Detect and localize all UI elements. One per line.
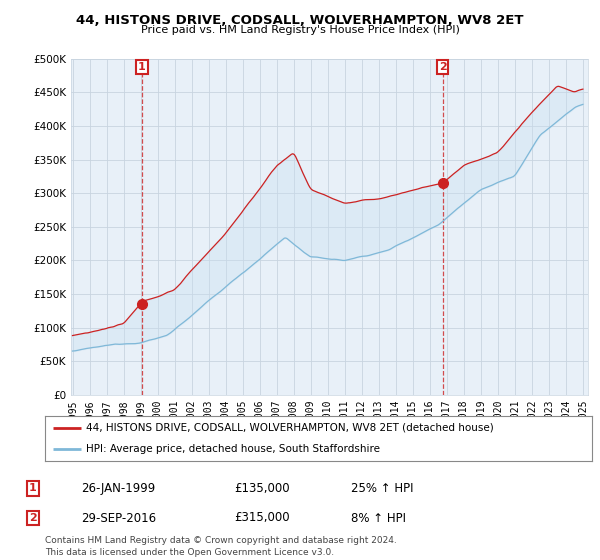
Text: Price paid vs. HM Land Registry's House Price Index (HPI): Price paid vs. HM Land Registry's House … xyxy=(140,25,460,35)
Text: HPI: Average price, detached house, South Staffordshire: HPI: Average price, detached house, Sout… xyxy=(86,444,380,454)
Text: 1: 1 xyxy=(29,483,37,493)
Text: £135,000: £135,000 xyxy=(234,482,290,495)
Text: 44, HISTONS DRIVE, CODSALL, WOLVERHAMPTON, WV8 2ET (detached house): 44, HISTONS DRIVE, CODSALL, WOLVERHAMPTO… xyxy=(86,423,494,433)
Text: 1: 1 xyxy=(138,62,146,72)
Text: 25% ↑ HPI: 25% ↑ HPI xyxy=(351,482,413,495)
Text: 2: 2 xyxy=(29,513,37,523)
Text: Contains HM Land Registry data © Crown copyright and database right 2024.
This d: Contains HM Land Registry data © Crown c… xyxy=(45,536,397,557)
Text: 2: 2 xyxy=(439,62,446,72)
Text: 8% ↑ HPI: 8% ↑ HPI xyxy=(351,511,406,525)
Text: 44, HISTONS DRIVE, CODSALL, WOLVERHAMPTON, WV8 2ET: 44, HISTONS DRIVE, CODSALL, WOLVERHAMPTO… xyxy=(76,14,524,27)
Text: £315,000: £315,000 xyxy=(234,511,290,525)
Text: 26-JAN-1999: 26-JAN-1999 xyxy=(81,482,155,495)
Text: 29-SEP-2016: 29-SEP-2016 xyxy=(81,511,156,525)
